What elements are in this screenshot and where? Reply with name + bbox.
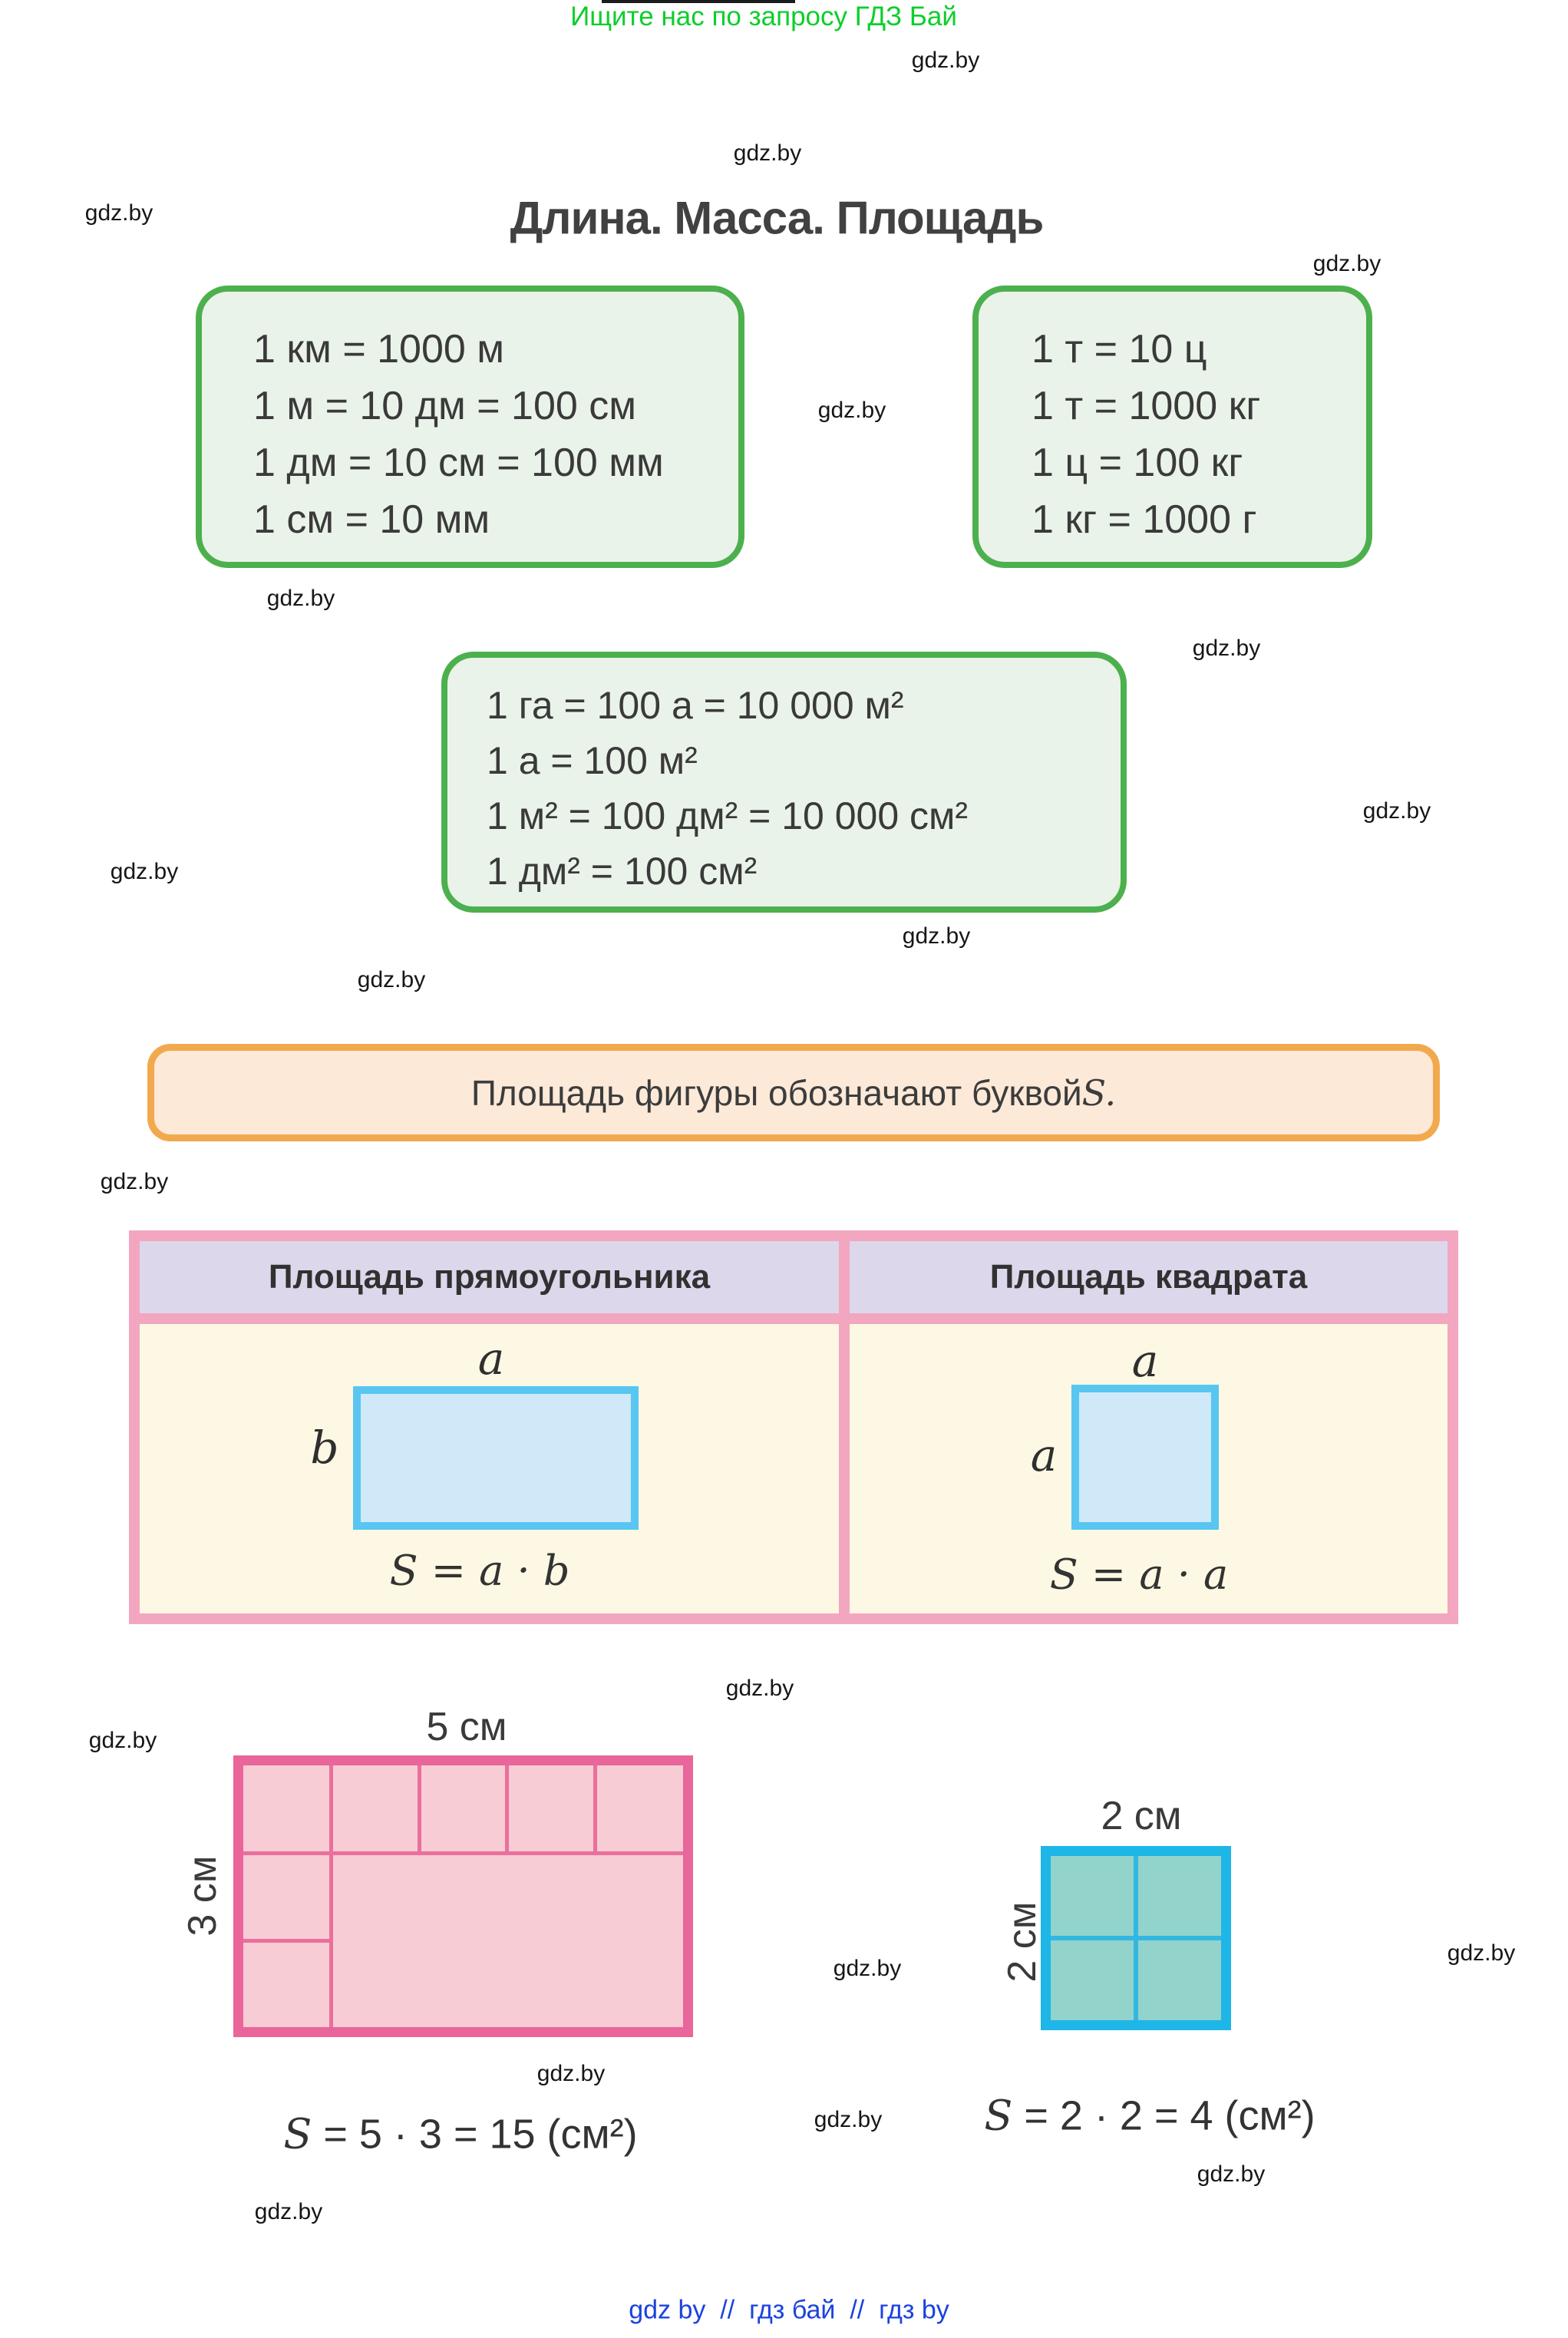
formula-symbol: S	[283, 2109, 312, 2158]
watermark: gdz.by	[1192, 636, 1261, 661]
square-top-label: a	[1131, 1335, 1159, 1387]
rect-top-label: a	[477, 1332, 505, 1385]
formula-body: = 2 · 2 = 4 (см²)	[1012, 2092, 1315, 2139]
watermark: gdz.by	[1447, 1940, 1516, 1966]
conversion-line: 1 см = 10 мм	[253, 497, 490, 542]
watermark: gdz.by	[814, 2107, 883, 2132]
watermark: gdz.by	[266, 586, 335, 611]
grid-line	[329, 1765, 333, 2027]
formula-symbol: S	[984, 2091, 1013, 2140]
conversion-line: 1 т = 10 ц	[1032, 327, 1207, 372]
page-title: Длина. Масса. Площадь	[510, 192, 1045, 244]
rectangle-shape	[353, 1386, 639, 1530]
promo-text: Ищите нас по запросу ГДЗ Бай	[570, 2, 957, 31]
watermark: gdz.by	[88, 1728, 157, 1753]
area-conversions-box: 1 га = 100 а = 10 000 м² 1 а = 100 м² 1 …	[441, 652, 1127, 913]
formula-symbol: S	[1049, 1550, 1078, 1599]
table-header-square: Площадь квадрата	[850, 1241, 1448, 1313]
watermark: gdz.by	[725, 1676, 794, 1701]
watermark: gdz.by	[1197, 2161, 1266, 2187]
watermark: gdz.by	[84, 200, 153, 226]
conversion-line: 1 м² = 100 дм² = 10 000 см²	[487, 794, 969, 837]
formula-body: = a · b	[418, 1546, 570, 1595]
watermark: gdz.by	[536, 2061, 606, 2086]
conversion-line: 1 м = 10 дм = 100 см	[253, 384, 636, 428]
pink-height-label: 3 см	[180, 1855, 225, 1937]
conversion-line: 1 дм² = 100 см²	[487, 850, 758, 893]
pink-grid-rectangle	[233, 1755, 693, 2037]
table-header-rectangle: Площадь прямоугольника	[140, 1241, 839, 1313]
formula-body: = 5 · 3 = 15 (см²)	[312, 2111, 638, 2158]
watermark: gdz.by	[817, 398, 886, 423]
mass-conversions-box: 1 т = 10 ц 1 т = 1000 кг 1 ц = 100 кг 1 …	[972, 286, 1372, 568]
square-area-formula: S = a · a	[1050, 1550, 1228, 1599]
teal-area-formula: S = 2 · 2 = 4 (см²)	[984, 2092, 1315, 2140]
square-side-label: a	[1030, 1429, 1058, 1481]
conversion-line: 1 т = 1000 кг	[1032, 384, 1261, 428]
grid-line	[505, 1765, 509, 1851]
note-text: Площадь фигуры обозначают буквой	[470, 1072, 1082, 1113]
grid-line	[1051, 1936, 1221, 1940]
conversion-line: 1 га = 100 а = 10 000 м²	[487, 684, 904, 727]
pink-width-label: 5 см	[426, 1705, 507, 1749]
grid-line	[593, 1765, 597, 1851]
teal-width-label: 2 см	[1101, 1794, 1182, 1838]
top-crop-line	[602, 0, 795, 3]
watermark: gdz.by	[110, 859, 179, 884]
conversion-line: 1 дм = 10 см = 100 мм	[253, 441, 664, 485]
watermark: gdz.by	[733, 140, 802, 166]
watermark: gdz.by	[254, 2199, 323, 2224]
grid-line	[243, 1939, 329, 1943]
teal-height-label: 2 см	[1000, 1901, 1045, 1983]
area-symbol-note: Площадь фигуры обозначают буквой S.	[147, 1044, 1440, 1141]
conversion-line: 1 а = 100 м²	[487, 739, 698, 782]
formula-body: = a · a	[1078, 1550, 1229, 1599]
conversion-line: 1 км = 1000 м	[253, 327, 505, 372]
watermark: gdz.by	[100, 1169, 169, 1194]
watermark: gdz.by	[911, 48, 980, 73]
pink-area-formula: S = 5 · 3 = 15 (см²)	[283, 2110, 637, 2158]
note-symbol: S.	[1081, 1072, 1117, 1114]
grid-line	[243, 1851, 683, 1855]
footer-text: gdz by // гдз бай // гдз by	[629, 2295, 949, 2325]
rect-area-formula: S = a · b	[390, 1547, 570, 1595]
conversion-line: 1 ц = 100 кг	[1032, 441, 1243, 485]
length-conversions-box: 1 км = 1000 м 1 м = 10 дм = 100 см 1 дм …	[196, 286, 744, 568]
teal-grid-square	[1041, 1846, 1231, 2030]
square-shape	[1071, 1385, 1219, 1530]
formula-symbol: S	[389, 1546, 418, 1595]
rect-side-label: b	[310, 1422, 339, 1474]
conversion-line: 1 кг = 1000 г	[1032, 497, 1257, 542]
watermark: gdz.by	[1312, 251, 1381, 276]
watermark: gdz.by	[833, 1956, 902, 1981]
watermark: gdz.by	[1362, 798, 1431, 824]
watermark: gdz.by	[902, 923, 971, 949]
grid-line	[418, 1765, 421, 1851]
watermark: gdz.by	[357, 967, 426, 992]
